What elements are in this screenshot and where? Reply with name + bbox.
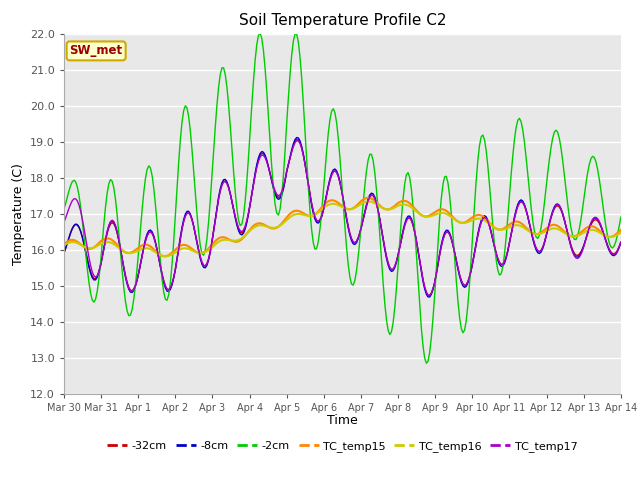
-2cm (519, 127, 527, 132)
-2cm (374, 208, 382, 214)
-2cm (227, 122, 234, 128)
TC_temp17 (525, 220, 533, 226)
TC_temp16 (519, 224, 527, 230)
TC_temp16 (617, 230, 625, 236)
Line: -8cm: -8cm (64, 137, 621, 297)
TC_temp17 (183, 210, 191, 216)
TC_temp17 (67, 201, 74, 207)
-8cm (426, 294, 433, 300)
-32cm (374, 208, 382, 214)
TC_temp16 (228, 238, 236, 243)
TC_temp17 (60, 219, 68, 225)
-32cm (67, 230, 74, 236)
Line: -32cm: -32cm (64, 139, 621, 295)
TC_temp15 (519, 222, 527, 228)
Text: SW_met: SW_met (70, 44, 123, 58)
TC_temp17 (293, 138, 301, 144)
-32cm (60, 250, 68, 256)
-2cm (67, 182, 74, 188)
Line: -2cm: -2cm (64, 33, 621, 363)
TC_temp16 (525, 228, 533, 234)
-32cm (617, 240, 625, 245)
TC_temp15 (364, 195, 372, 201)
-8cm (60, 250, 68, 255)
TC_temp15 (376, 203, 383, 208)
Legend: -32cm, -8cm, -2cm, TC_temp15, TC_temp16, TC_temp17: -32cm, -8cm, -2cm, TC_temp15, TC_temp16,… (102, 437, 582, 456)
TC_temp17 (617, 240, 625, 245)
TC_temp17 (227, 191, 234, 197)
-8cm (227, 190, 234, 196)
-2cm (617, 214, 625, 220)
TC_temp16 (67, 240, 74, 245)
TC_temp17 (519, 200, 527, 205)
TC_temp17 (374, 208, 382, 214)
TC_temp15 (525, 228, 533, 234)
Y-axis label: Temperature (C): Temperature (C) (12, 163, 24, 264)
TC_temp15 (228, 238, 236, 244)
-2cm (525, 188, 533, 194)
TC_temp17 (426, 292, 433, 298)
X-axis label: Time: Time (327, 414, 358, 427)
-2cm (422, 360, 430, 366)
-32cm (426, 292, 433, 298)
-32cm (525, 220, 533, 226)
Line: TC_temp17: TC_temp17 (64, 141, 621, 295)
-8cm (617, 240, 625, 245)
TC_temp15 (185, 243, 193, 249)
-32cm (293, 136, 301, 142)
TC_temp15 (67, 237, 74, 243)
TC_temp15 (161, 253, 169, 259)
-32cm (183, 210, 191, 216)
TC_temp16 (161, 253, 169, 259)
-2cm (60, 206, 68, 212)
-8cm (67, 229, 74, 235)
-8cm (374, 207, 382, 213)
-2cm (256, 30, 264, 36)
TC_temp16 (60, 242, 68, 248)
Line: TC_temp16: TC_temp16 (64, 202, 621, 256)
TC_temp16 (364, 199, 372, 204)
Title: Soil Temperature Profile C2: Soil Temperature Profile C2 (239, 13, 446, 28)
TC_temp16 (185, 246, 193, 252)
-8cm (293, 134, 301, 140)
-8cm (525, 221, 533, 227)
-2cm (183, 105, 191, 111)
-8cm (183, 208, 191, 214)
-32cm (519, 200, 527, 205)
-8cm (519, 198, 527, 204)
TC_temp15 (60, 241, 68, 247)
-32cm (227, 191, 234, 196)
Line: TC_temp15: TC_temp15 (64, 198, 621, 256)
TC_temp15 (617, 227, 625, 233)
TC_temp16 (376, 204, 383, 209)
